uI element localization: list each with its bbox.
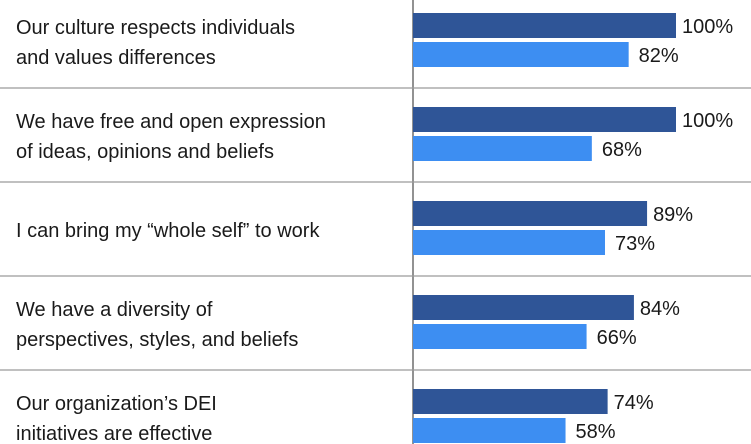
bar-light <box>413 230 605 255</box>
category-label-line: and values differences <box>16 47 216 69</box>
value-label-light: 68% <box>602 139 642 161</box>
value-label-dark: 84% <box>640 298 680 320</box>
category-label-line: perspectives, styles, and beliefs <box>16 329 298 351</box>
category-label: Our culture respects individuals and valu… <box>16 17 295 69</box>
bar-light <box>413 136 592 161</box>
category-label-line: initiatives are effective <box>16 423 212 444</box>
value-label-dark: 100% <box>682 110 733 132</box>
category-label: We have a diversity of perspectives, styl… <box>16 299 298 351</box>
bar-light <box>413 42 629 67</box>
bar-dark <box>413 389 608 414</box>
category-label-line: of ideas, opinions and beliefs <box>16 141 274 163</box>
value-label-light: 73% <box>615 233 655 255</box>
category-label: I can bring my “whole self” to work <box>16 220 320 242</box>
bar-dark <box>413 201 648 226</box>
category-label-line: I can bring my “whole self” to work <box>16 220 320 242</box>
category-label-line: Our organization’s DEI <box>16 393 217 415</box>
category-label-line: We have a diversity of <box>16 299 213 321</box>
category-label-line: Our culture respects individuals <box>16 17 295 39</box>
value-label-dark: 89% <box>653 204 693 226</box>
category-label-line: We have free and open expression <box>16 111 326 133</box>
category-label: We have free and open expression of ideas… <box>16 111 326 163</box>
value-label-light: 66% <box>597 327 637 349</box>
value-label-dark: 100% <box>682 16 733 38</box>
value-label-dark: 74% <box>614 392 654 414</box>
bar-dark <box>413 295 634 320</box>
category-label: Our organization’s DEI initiatives are ef… <box>16 393 217 444</box>
bar-dark <box>413 13 676 38</box>
value-label-light: 82% <box>639 45 679 67</box>
bar-light <box>413 324 587 349</box>
bar-light <box>413 418 566 443</box>
value-label-light: 58% <box>576 421 616 443</box>
bar-dark <box>413 107 676 132</box>
